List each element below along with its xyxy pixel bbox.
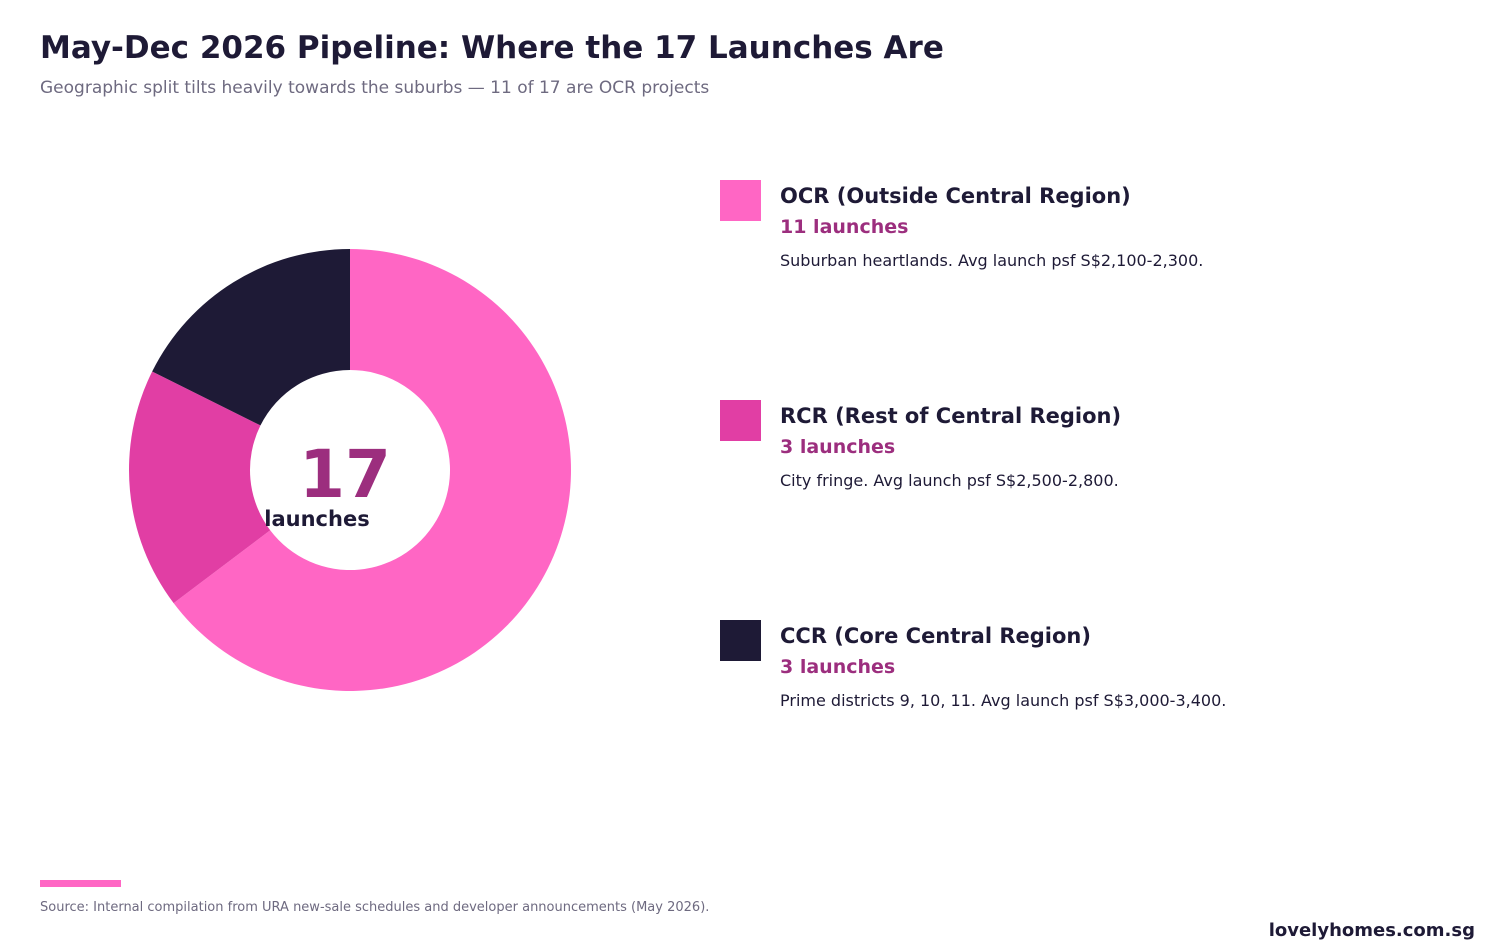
legend-count-rcr: 3 launches xyxy=(780,436,896,458)
chart-title: May-Dec 2026 Pipeline: Where the 17 Laun… xyxy=(40,30,944,66)
legend-name-ocr: OCR (Outside Central Region) xyxy=(780,184,1131,208)
donut-slice-ccr xyxy=(152,249,350,426)
donut-slice-ocr xyxy=(173,249,572,692)
legend-count-ccr: 3 launches xyxy=(780,656,896,678)
legend-swatch-ocr xyxy=(720,180,761,221)
legend-desc-ocr: Suburban heartlands. Avg launch psf S$2,… xyxy=(780,251,1204,270)
legend-name-rcr: RCR (Rest of Central Region) xyxy=(780,404,1122,428)
legend-name-ccr: CCR (Core Central Region) xyxy=(780,624,1091,648)
footer-accent-bar xyxy=(40,880,121,887)
legend-desc-ccr: Prime districts 9, 10, 11. Avg launch ps… xyxy=(780,691,1227,710)
donut-slice-rcr xyxy=(129,371,271,604)
donut-slices xyxy=(129,249,572,692)
legend-swatch-ccr xyxy=(720,620,761,661)
chart-subtitle: Geographic split tilts heavily towards t… xyxy=(40,78,710,98)
source-note: Source: Internal compilation from URA ne… xyxy=(40,900,710,915)
center-total-label: launches xyxy=(264,507,369,531)
center-total-value: 17 xyxy=(299,436,391,513)
legend-count-ocr: 11 launches xyxy=(780,216,909,238)
legend-desc-rcr: City fringe. Avg launch psf S$2,500-2,80… xyxy=(780,471,1119,490)
brand-link[interactable]: lovelyhomes.com.sg xyxy=(1268,920,1475,941)
legend-swatch-rcr xyxy=(720,400,761,441)
